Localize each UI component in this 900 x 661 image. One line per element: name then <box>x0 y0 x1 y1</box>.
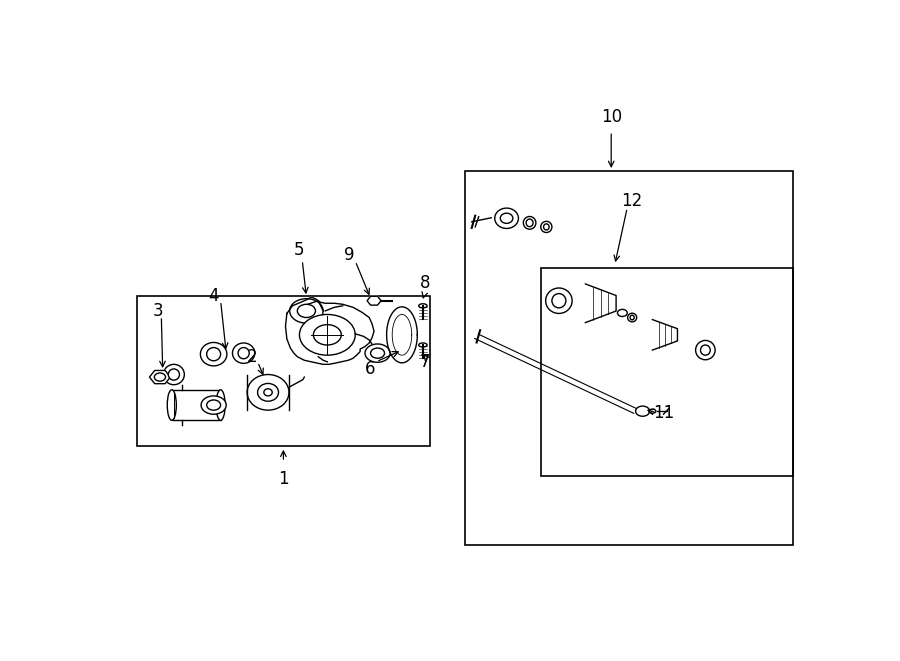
Ellipse shape <box>649 409 656 413</box>
Polygon shape <box>149 370 170 383</box>
Text: 3: 3 <box>152 302 163 320</box>
Ellipse shape <box>232 343 255 364</box>
Bar <box>137 295 430 446</box>
Polygon shape <box>367 296 381 305</box>
Polygon shape <box>585 284 616 323</box>
Circle shape <box>617 309 627 317</box>
Circle shape <box>635 406 650 416</box>
Text: 4: 4 <box>209 287 219 305</box>
Ellipse shape <box>257 383 278 401</box>
Ellipse shape <box>201 342 227 366</box>
Circle shape <box>290 299 323 323</box>
Ellipse shape <box>627 313 636 322</box>
Text: 1: 1 <box>278 470 289 488</box>
Circle shape <box>201 396 226 414</box>
Text: 9: 9 <box>345 246 355 264</box>
Ellipse shape <box>248 375 289 410</box>
Ellipse shape <box>523 217 536 229</box>
Ellipse shape <box>526 219 533 227</box>
Circle shape <box>300 315 356 355</box>
Ellipse shape <box>545 288 572 313</box>
Ellipse shape <box>167 390 176 420</box>
Text: 7: 7 <box>419 353 430 371</box>
Text: 11: 11 <box>652 404 674 422</box>
Ellipse shape <box>500 214 513 223</box>
Ellipse shape <box>544 224 549 230</box>
Ellipse shape <box>264 389 272 396</box>
Polygon shape <box>285 297 374 364</box>
Ellipse shape <box>207 348 220 361</box>
Polygon shape <box>387 307 418 363</box>
Bar <box>172 390 220 420</box>
Ellipse shape <box>164 364 184 385</box>
Circle shape <box>207 400 220 410</box>
Ellipse shape <box>418 343 427 347</box>
Ellipse shape <box>630 315 634 320</box>
Polygon shape <box>652 319 678 350</box>
Ellipse shape <box>216 390 225 420</box>
Circle shape <box>297 304 316 317</box>
Circle shape <box>313 325 341 345</box>
Bar <box>542 268 793 477</box>
Text: 12: 12 <box>622 192 643 210</box>
Circle shape <box>371 348 384 358</box>
Bar <box>464 171 793 545</box>
Ellipse shape <box>700 345 710 355</box>
Ellipse shape <box>541 221 552 233</box>
Ellipse shape <box>552 293 566 308</box>
Ellipse shape <box>495 208 518 229</box>
Ellipse shape <box>168 369 179 380</box>
Ellipse shape <box>238 348 249 359</box>
Ellipse shape <box>696 340 716 360</box>
Ellipse shape <box>418 304 427 308</box>
Text: 6: 6 <box>365 360 376 379</box>
Text: 8: 8 <box>419 274 430 292</box>
Text: 5: 5 <box>294 241 305 259</box>
Text: 2: 2 <box>247 348 257 366</box>
Text: 10: 10 <box>600 108 622 126</box>
Circle shape <box>365 344 390 362</box>
Circle shape <box>155 373 166 381</box>
